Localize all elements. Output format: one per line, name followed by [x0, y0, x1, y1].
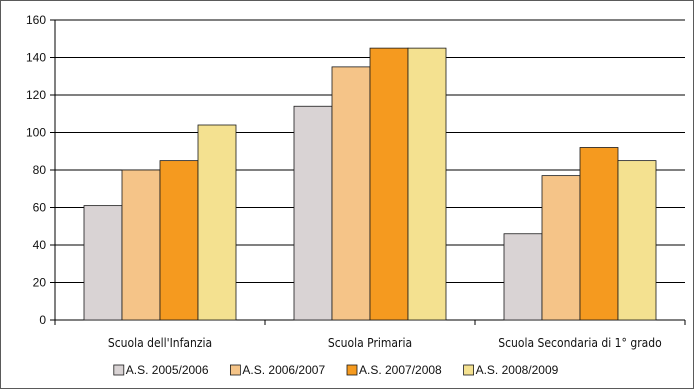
- bar: [83, 205, 123, 321]
- x-category-label: Scuola dell'Infanzia: [108, 336, 212, 350]
- bars: [83, 47, 657, 321]
- y-tick-label: 160: [26, 13, 46, 27]
- bar: [369, 47, 409, 321]
- y-tick-labels: 0 20 40 60 80 100 120 140 160: [26, 13, 46, 327]
- legend-swatch: [229, 364, 241, 376]
- x-category-labels: Scuola dell'Infanzia Scuola Primaria Scuol…: [108, 336, 662, 350]
- y-tick-label: 100: [26, 126, 46, 140]
- bar: [331, 66, 371, 321]
- y-tick-label: 20: [33, 276, 47, 290]
- x-category-label: Scuola Primaria: [328, 336, 412, 350]
- y-tick-label: 0: [39, 313, 46, 327]
- bar: [293, 105, 333, 321]
- y-tick-label: 120: [26, 88, 46, 102]
- y-tick-label: 40: [33, 238, 47, 252]
- bar: [121, 169, 161, 321]
- legend: A.S. 2005/2006 A.S. 2006/2007 A.S. 2007/20…: [113, 363, 559, 377]
- bar: [407, 47, 447, 321]
- legend-swatch: [346, 364, 358, 376]
- legend-label: A.S. 2007/2008: [359, 363, 442, 377]
- legend-label: A.S. 2005/2006: [126, 363, 209, 377]
- bar: [541, 175, 581, 321]
- legend-swatch: [463, 364, 475, 376]
- bar: [159, 160, 199, 321]
- legend-swatch: [113, 364, 125, 376]
- bar: [579, 147, 619, 321]
- y-tick-label: 140: [26, 51, 46, 65]
- legend-label: A.S. 2006/2007: [242, 363, 325, 377]
- bar: [197, 124, 237, 321]
- y-tick-label: 80: [33, 163, 47, 177]
- y-tick-label: 60: [33, 201, 47, 215]
- legend-label: A.S. 2008/2009: [476, 363, 559, 377]
- bar: [503, 233, 543, 321]
- x-category-label: Scuola Secondaria di 1° grado: [498, 336, 662, 350]
- bar: [617, 160, 657, 321]
